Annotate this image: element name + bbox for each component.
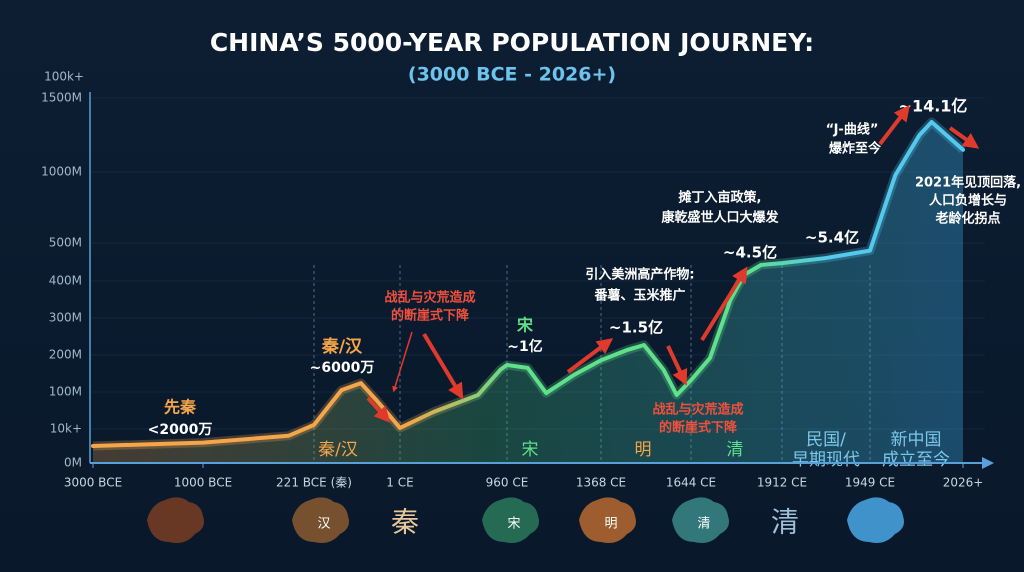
map-label: 清	[697, 517, 710, 532]
annotation: ~5.4亿	[805, 229, 859, 247]
y-tick-label: 1500M	[41, 91, 82, 105]
map-icon	[579, 497, 636, 543]
annotation: 摊丁入亩政策,	[679, 190, 762, 206]
map-label: 宋	[507, 517, 520, 532]
annotation: ~4.5亿	[723, 244, 777, 262]
x-tick-label: 1368 CE	[576, 476, 626, 490]
x-tick-label: 1000 BCE	[174, 476, 232, 490]
x-tick-label: 221 BCE (秦)	[276, 476, 352, 490]
y-tick-label: 0M	[64, 456, 82, 470]
map-label: 汉	[317, 517, 330, 532]
y-tick-label: 200M	[49, 348, 82, 362]
x-tick-label: 1 CE	[386, 476, 413, 490]
era-label: 早期现代	[792, 450, 860, 470]
map-label: 明	[604, 517, 617, 532]
x-tick-label: 1644 CE	[666, 476, 716, 490]
y-tick-label: 100M	[49, 385, 82, 399]
y-tick-label: 400M	[49, 274, 82, 288]
annotation: 战乱与灾荒造成	[652, 402, 743, 418]
y-axis-label: 100k+	[44, 70, 84, 84]
y-tick-label: 1000M	[41, 165, 82, 179]
chart-title: CHINA’S 5000-YEAR POPULATION JOURNEY:	[210, 28, 814, 57]
annotation: ~1亿	[507, 338, 542, 355]
x-tick-label: 3000 BCE	[64, 476, 122, 490]
annotation: 的断崖式下降	[391, 308, 470, 324]
annotation: ~6000万	[310, 360, 375, 376]
annotation: 老龄化拐点	[934, 211, 1000, 227]
area	[93, 122, 963, 463]
x-tick-label: 2026+	[943, 476, 984, 490]
chart-subtitle: (3000 BCE - 2026+)	[408, 64, 616, 86]
annotation: 番薯、玉米推广	[593, 288, 685, 304]
glyph: 清	[771, 506, 799, 539]
annotation: ~14.1亿	[899, 97, 968, 116]
x-tick-label: 1949 CE	[845, 476, 895, 490]
annotation: 的断崖式下降	[659, 420, 738, 436]
era-label: 秦/汉	[318, 440, 358, 460]
x-tick-label: 960 CE	[486, 476, 529, 490]
annotation: 爆炸至今	[829, 141, 882, 157]
map-icon	[847, 497, 904, 543]
line	[91, 120, 965, 448]
y-tick-label: 500M	[49, 236, 82, 250]
map-icon	[147, 497, 204, 543]
era-label: 成立至今	[882, 450, 950, 470]
y-tick-label: 10k+	[50, 422, 82, 436]
map-icon	[482, 497, 539, 543]
map-icon	[672, 497, 729, 543]
map-row: 汉宋明清秦清	[147, 497, 904, 543]
annotation: 战乱与灾荒造成	[384, 290, 475, 306]
map-icon	[292, 497, 349, 543]
y-tick-label: 300M	[49, 311, 82, 325]
glyph: 秦	[391, 506, 419, 539]
annotation: <2000万	[148, 422, 213, 438]
annotation: 宋	[516, 316, 534, 335]
annotation: 引入美洲高产作物:	[585, 267, 694, 283]
annotation: 人口负增长与	[929, 193, 1007, 209]
arrows	[366, 104, 980, 423]
annotation: 2021年见顶回落,	[915, 175, 1021, 191]
annotation: 康乾盛世人口大爆发	[661, 210, 779, 226]
era-label: 清	[727, 440, 744, 460]
x-tick-label: 1912 CE	[757, 476, 807, 490]
era-label: 宋	[522, 440, 539, 460]
annotation: 秦/汉	[322, 336, 363, 357]
era-label: 民国/	[806, 430, 846, 450]
era-label: 明	[635, 440, 652, 460]
era-label: 新中国	[891, 430, 942, 450]
annotation: “J-曲线”	[826, 122, 879, 138]
annotation: 先秦	[164, 398, 197, 417]
x-axis	[89, 92, 994, 469]
annotation: ~1.5亿	[609, 319, 663, 337]
